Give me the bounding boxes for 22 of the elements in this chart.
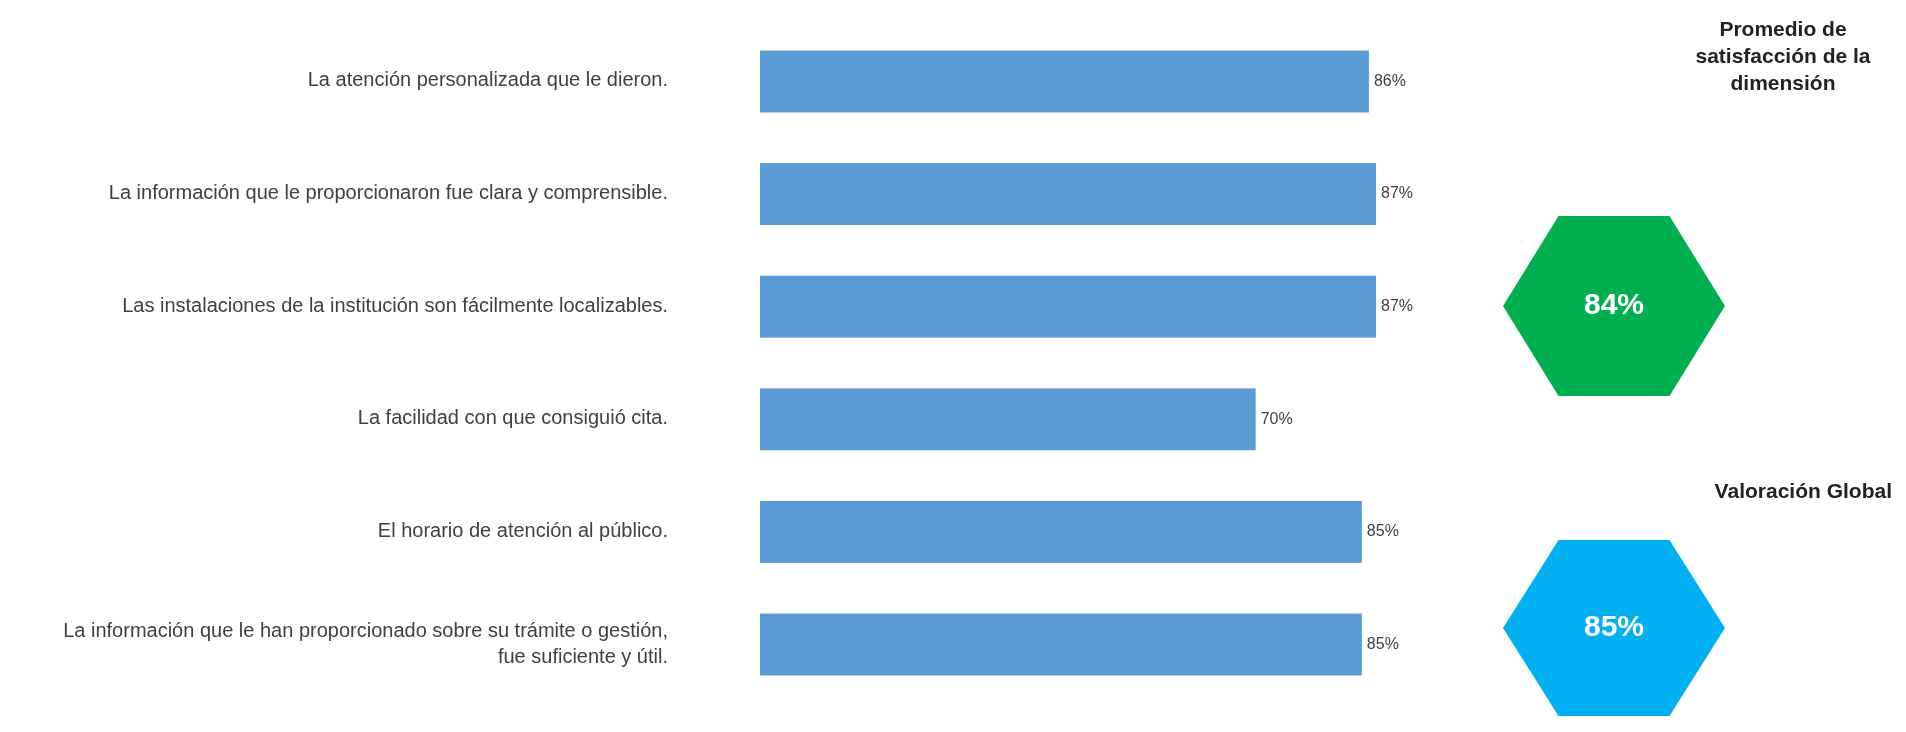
text: Valoración Global — [1714, 479, 1892, 502]
text: 84% — [1583, 286, 1645, 320]
bar — [760, 613, 1362, 676]
bar — [760, 388, 1256, 451]
y-tick-label: El horario de atención al público. — [377, 519, 668, 542]
data-label: 70% — [1260, 409, 1293, 427]
y-tick-label: La facilidad con que consiguió cita. — [357, 406, 668, 429]
bar — [760, 163, 1376, 226]
data-label: 85% — [1366, 634, 1399, 652]
y-tick-label: La información que le han proporcionado sobre su trámite o gestión, fue suficiente y útil. — [63, 618, 668, 667]
y-tick-label: Las instalaciones de la institución son fácilmente localizables. — [122, 293, 668, 316]
data-label: 86% — [1373, 71, 1406, 89]
data-label: 85% — [1366, 522, 1399, 540]
data-label: 87% — [1381, 184, 1414, 202]
data-label: 87% — [1381, 296, 1414, 314]
bar — [760, 275, 1376, 338]
bar — [760, 50, 1369, 113]
y-tick-label: La atención personalizada que le dieron. — [307, 68, 668, 91]
y-tick-label: La información que le proporcionaron fue clara y comprensible. — [108, 181, 668, 204]
text: Promedio de satisfacción de la dimensión — [1695, 17, 1871, 94]
bar — [760, 500, 1362, 563]
text: 85% — [1583, 608, 1645, 642]
